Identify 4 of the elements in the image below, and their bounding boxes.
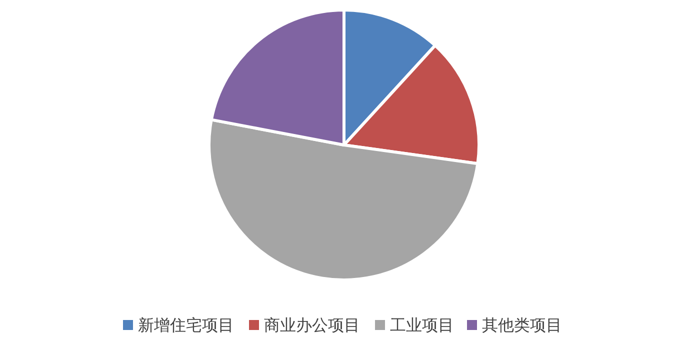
legend-label: 其他类项目: [482, 316, 562, 334]
legend-label: 商业办公项目: [264, 316, 360, 334]
legend-label: 工业项目: [390, 316, 454, 334]
legend-label: 新增住宅项目: [138, 316, 234, 334]
